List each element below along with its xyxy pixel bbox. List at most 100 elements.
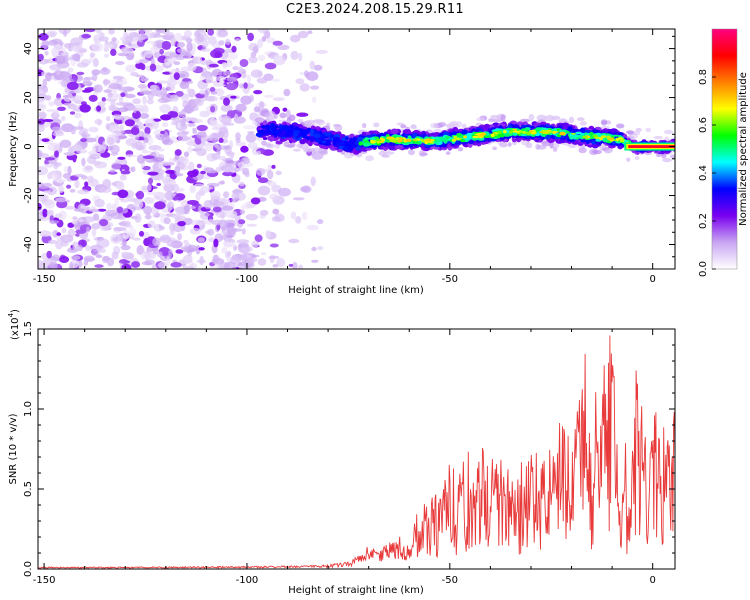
- heatmap-cell: [474, 133, 479, 136]
- heatmap-cell: [476, 117, 485, 122]
- heatmap-cell: [255, 167, 266, 176]
- heatmap-cell: [83, 255, 95, 262]
- heatmap-cell: [67, 67, 74, 73]
- heatmap-cell: [200, 48, 211, 52]
- heatmap-cell: [253, 90, 263, 95]
- heatmap-cell: [298, 52, 303, 62]
- heatmap-cell: [54, 162, 62, 167]
- heatmap-cell: [120, 245, 131, 251]
- heatmap-cell: [635, 127, 642, 132]
- heatmap-cell: [104, 53, 109, 58]
- heatmap-cell: [223, 191, 230, 199]
- heatmap-cell: [200, 137, 206, 143]
- heatmap-cell: [218, 40, 225, 46]
- heatmap-cell: [83, 128, 89, 135]
- heatmap-cell: [214, 97, 219, 101]
- heatmap-cell: [205, 75, 211, 84]
- heatmap-cell: [97, 101, 106, 107]
- heatmap-cell: [299, 83, 310, 92]
- heatmap-cell: [265, 230, 272, 235]
- heatmap-cell: [332, 139, 337, 146]
- heatmap-cell: [88, 94, 98, 102]
- heatmap-cell: [209, 86, 216, 93]
- heatmap-cell: [239, 209, 246, 215]
- heatmap-cell: [180, 66, 194, 72]
- heatmap-cell: [269, 193, 279, 200]
- heatmap-cell: [418, 150, 426, 157]
- heatmap-cell: [47, 72, 57, 76]
- heatmap-cell: [59, 139, 72, 148]
- heatmap-cell: [106, 257, 115, 267]
- heatmap-cell: [257, 38, 263, 49]
- heatmap-cell: [191, 118, 203, 123]
- heatmap-cell: [42, 182, 53, 187]
- heatmap-cell: [663, 129, 674, 135]
- heatmap-cell: [44, 50, 49, 56]
- heatmap-cell: [541, 129, 548, 133]
- heatmap-cell: [179, 81, 190, 89]
- heatmap-cell: [265, 129, 271, 134]
- heatmap-cell: [116, 206, 124, 214]
- heatmap-cell: [226, 82, 238, 91]
- heatmap-cell: [63, 92, 73, 102]
- heatmap-cell: [41, 198, 48, 203]
- heatmap-cell: [530, 131, 536, 135]
- heatmap-cell: [235, 132, 241, 140]
- heatmap-cell: [365, 147, 372, 151]
- heatmap-cell: [96, 105, 102, 112]
- heatmap-cell: [147, 220, 156, 229]
- heatmap-cell: [249, 94, 254, 102]
- heatmap-cell: [150, 157, 163, 164]
- heatmap-cell: [177, 111, 186, 118]
- heatmap-cell: [575, 131, 582, 135]
- heatmap-cell: [109, 169, 116, 173]
- heatmap-cell: [246, 204, 255, 209]
- heatmap-cell: [72, 241, 79, 249]
- heatmap-cell: [552, 130, 557, 134]
- heatmap-cell: [188, 100, 196, 109]
- heatmap-cell: [337, 139, 342, 144]
- heatmap-cell: [54, 213, 63, 219]
- heatmap-cell: [191, 219, 204, 226]
- heatmap-cell: [94, 264, 104, 268]
- heatmap-cell: [132, 106, 137, 114]
- heatmap-cell: [199, 255, 205, 266]
- heatmap-cell: [88, 208, 100, 213]
- heatmap-cell: [103, 47, 110, 52]
- heatmap-cell: [311, 246, 317, 252]
- heatmap-cell: [180, 246, 191, 250]
- snr-background: [38, 329, 675, 569]
- heatmap-cell: [292, 197, 305, 201]
- heatmap-cell: [81, 157, 86, 167]
- heatmap-cell: [144, 126, 151, 135]
- heatmap-cell: [290, 34, 301, 43]
- heatmap-cell: [46, 30, 58, 37]
- heatmap-cell: [64, 205, 76, 210]
- heatmap-cell: [112, 75, 124, 80]
- heatmap-cell: [306, 128, 311, 132]
- heatmap-cell: [238, 181, 245, 187]
- heatmap-cell: [38, 259, 43, 269]
- heatmap-cell: [69, 261, 74, 269]
- heatmap-cell: [186, 244, 198, 252]
- snr-x-tick-label: -100: [236, 575, 259, 586]
- heatmap-cell: [130, 166, 136, 173]
- heatmap-cell: [175, 187, 185, 192]
- heatmap-cell: [140, 105, 149, 114]
- heatmap-cell: [315, 49, 328, 54]
- heatmap-cell: [296, 112, 309, 117]
- heatmap-cell: [103, 44, 114, 49]
- heatmap-cell: [122, 229, 130, 240]
- heatmap-cell: [222, 205, 234, 211]
- heatmap-cell: [77, 189, 90, 195]
- heatmap-cell: [290, 211, 297, 220]
- heatmap-cell: [183, 151, 190, 158]
- heatmap-cell: [267, 135, 274, 141]
- heatmap-cell: [174, 165, 181, 176]
- heatmap-cell: [201, 40, 209, 48]
- heatmap-cell: [102, 178, 112, 189]
- colorbar-tick-label: 0.6: [698, 117, 709, 133]
- heatmap-cell: [141, 150, 153, 154]
- heatmap-cell: [177, 220, 186, 227]
